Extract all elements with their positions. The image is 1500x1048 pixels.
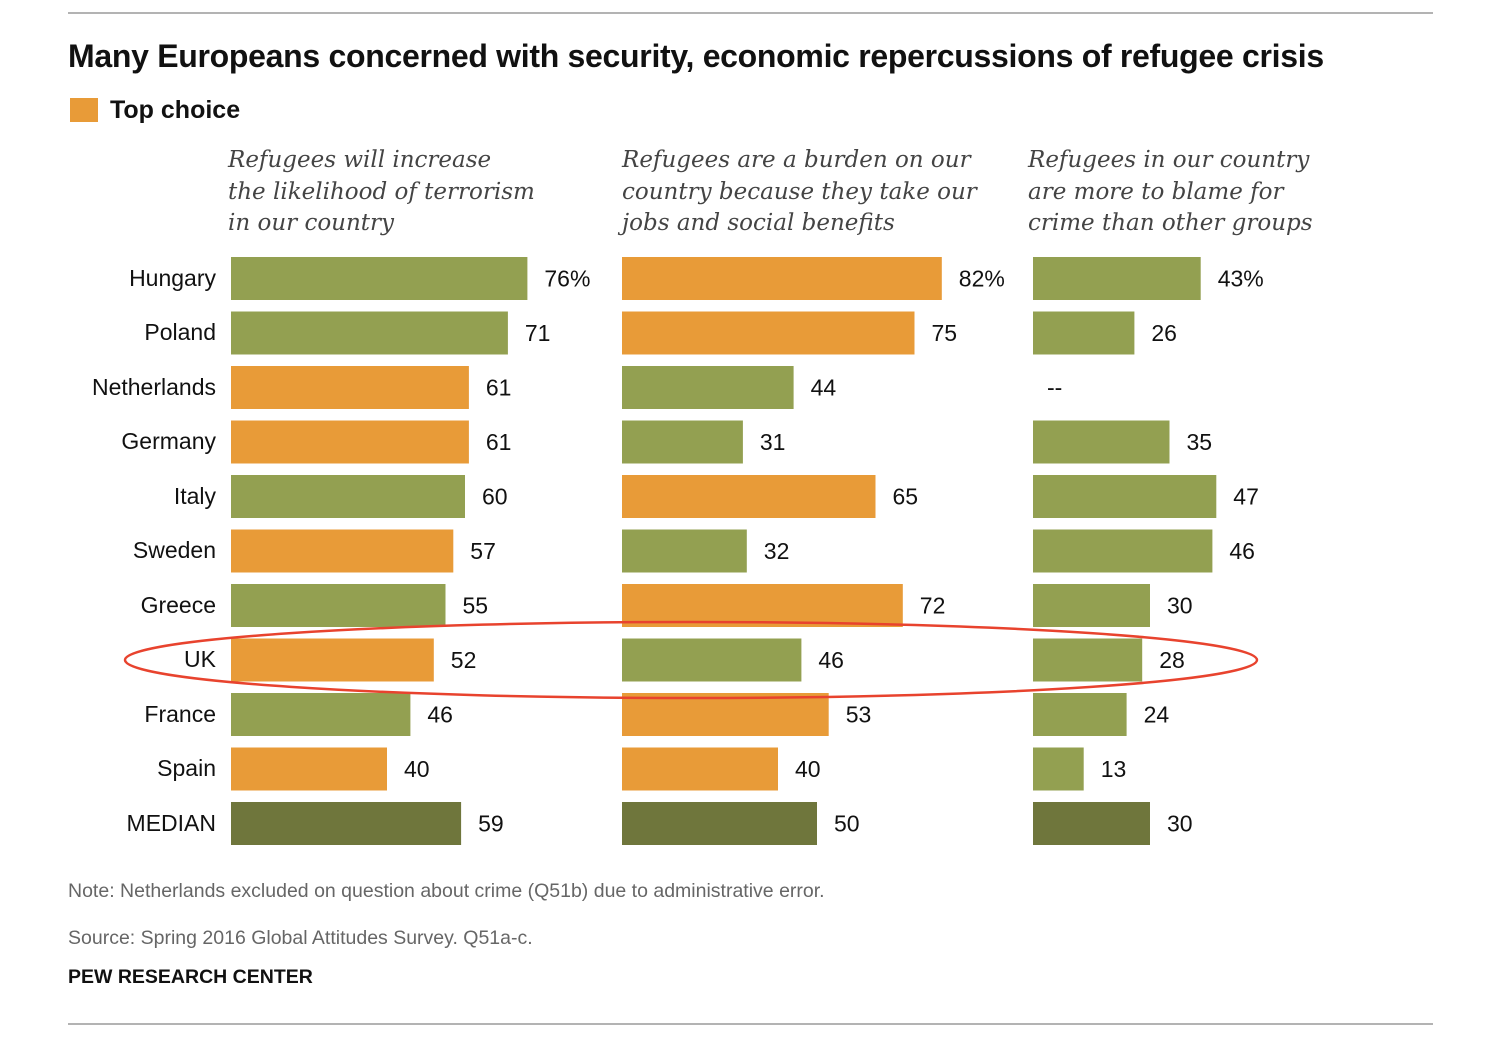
value-label: 52	[451, 647, 477, 673]
value-label: 82%	[959, 266, 1005, 292]
column-header-line: are more to blame for	[1028, 178, 1284, 205]
row-label: Germany	[121, 428, 216, 454]
column-header-jobs: Refugees are a burden on our country bec…	[622, 145, 977, 240]
bar-spain-series-2	[622, 747, 778, 791]
row-label: Spain	[157, 755, 216, 781]
column-header-line: Refugees will increase	[228, 147, 492, 173]
value-label: --	[1047, 375, 1062, 401]
value-label: 61	[486, 375, 512, 401]
bar-france-series-3	[1033, 693, 1127, 736]
value-label: 30	[1167, 593, 1193, 619]
bar-median-series-3	[1033, 802, 1150, 845]
bar-uk-series-2	[622, 638, 802, 682]
value-label: 46	[427, 702, 453, 728]
value-label: 13	[1101, 756, 1127, 782]
column-header-crime: Refugees in our country are more to blam…	[1028, 145, 1313, 240]
row-label: MEDIAN	[126, 810, 216, 836]
bar-hungary-series-3	[1033, 257, 1201, 300]
bar-spain-series-1	[231, 747, 387, 791]
value-label: 50	[834, 811, 860, 837]
value-label: 46	[1229, 538, 1255, 564]
value-label: 24	[1144, 702, 1170, 728]
column-header-line: Refugees in our country	[1028, 147, 1310, 173]
bar-france-series-2	[622, 693, 829, 736]
column-header-line: the likelihood of terrorism	[228, 178, 535, 205]
row-label: Greece	[140, 592, 216, 618]
bar-germany-series-2	[622, 420, 743, 464]
legend: Top choice	[70, 96, 240, 124]
bar-france-series-1	[231, 693, 411, 736]
value-label: 60	[482, 484, 508, 510]
row-label: Hungary	[129, 265, 216, 291]
value-label: 71	[525, 320, 551, 346]
value-label: 44	[811, 375, 837, 401]
bar-uk-series-3	[1033, 638, 1143, 682]
row-label: France	[144, 701, 216, 727]
value-label: 28	[1159, 647, 1185, 673]
bar-netherlands-series-2	[622, 366, 794, 409]
bar-poland-series-3	[1033, 311, 1135, 355]
value-label: 30	[1167, 811, 1193, 837]
column-header-line: country because they take our	[622, 178, 977, 205]
bar-netherlands-series-1	[231, 366, 469, 409]
column-header-line: jobs and social benefits	[622, 210, 895, 236]
value-label: 55	[463, 593, 489, 619]
source-text: Source: Spring 2016 Global Attitudes Sur…	[68, 927, 533, 949]
top-rule	[68, 12, 1433, 14]
value-label: 76%	[544, 266, 590, 292]
value-label: 26	[1151, 320, 1177, 346]
row-label: Sweden	[132, 537, 216, 563]
bar-sweden-series-3	[1033, 529, 1213, 573]
bar-greece-series-3	[1033, 584, 1150, 627]
value-label: 75	[932, 320, 958, 346]
value-label: 43%	[1218, 266, 1264, 292]
bar-sweden-series-1	[231, 529, 454, 573]
row-label: Netherlands	[91, 374, 216, 400]
bar-poland-series-1	[231, 311, 508, 355]
brand-footer: PEW RESEARCH CENTER	[68, 966, 313, 988]
row-label: UK	[184, 646, 216, 672]
value-label: 31	[760, 429, 786, 455]
value-label: 32	[764, 538, 790, 564]
bar-italy-series-1	[231, 475, 465, 518]
bar-germany-series-1	[231, 420, 469, 464]
value-label: 40	[404, 756, 430, 782]
bar-uk-series-1	[231, 638, 434, 682]
highlight-ellipse-uk	[123, 620, 1259, 700]
bottom-rule	[68, 1023, 1433, 1025]
value-label: 59	[478, 811, 504, 837]
legend-swatch-top-choice	[70, 98, 98, 122]
row-label: Italy	[173, 483, 216, 509]
chart-title: Many Europeans concerned with security, …	[68, 38, 1324, 74]
value-label: 65	[893, 484, 919, 510]
column-header-terrorism: Refugees will increase the likelihood of…	[228, 145, 535, 240]
value-label: 35	[1187, 429, 1213, 455]
value-label: 61	[486, 429, 512, 455]
value-label: 46	[818, 647, 844, 673]
column-header-line: crime than other groups	[1028, 210, 1313, 236]
value-label: 40	[795, 756, 821, 782]
bar-italy-series-3	[1033, 475, 1217, 518]
bar-italy-series-2	[622, 475, 876, 518]
value-label: 53	[846, 702, 872, 728]
bar-poland-series-2	[622, 311, 915, 355]
note-text: Note: Netherlands excluded on question a…	[68, 880, 825, 902]
bar-sweden-series-2	[622, 529, 747, 573]
value-label: 57	[470, 538, 496, 564]
bar-greece-series-2	[622, 584, 903, 627]
bar-germany-series-3	[1033, 420, 1170, 464]
bar-hungary-series-1	[231, 257, 528, 300]
value-label: 47	[1233, 484, 1259, 510]
bar-spain-series-3	[1033, 747, 1084, 791]
value-label: 72	[920, 593, 946, 619]
column-header-line: in our country	[228, 210, 395, 236]
bar-median-series-2	[622, 802, 817, 845]
bar-hungary-series-2	[622, 257, 942, 300]
column-header-line: Refugees are a burden on our	[622, 147, 971, 173]
row-label: Poland	[144, 319, 216, 345]
bar-greece-series-1	[231, 584, 446, 627]
bar-median-series-1	[231, 802, 462, 845]
legend-label: Top choice	[110, 95, 241, 124]
